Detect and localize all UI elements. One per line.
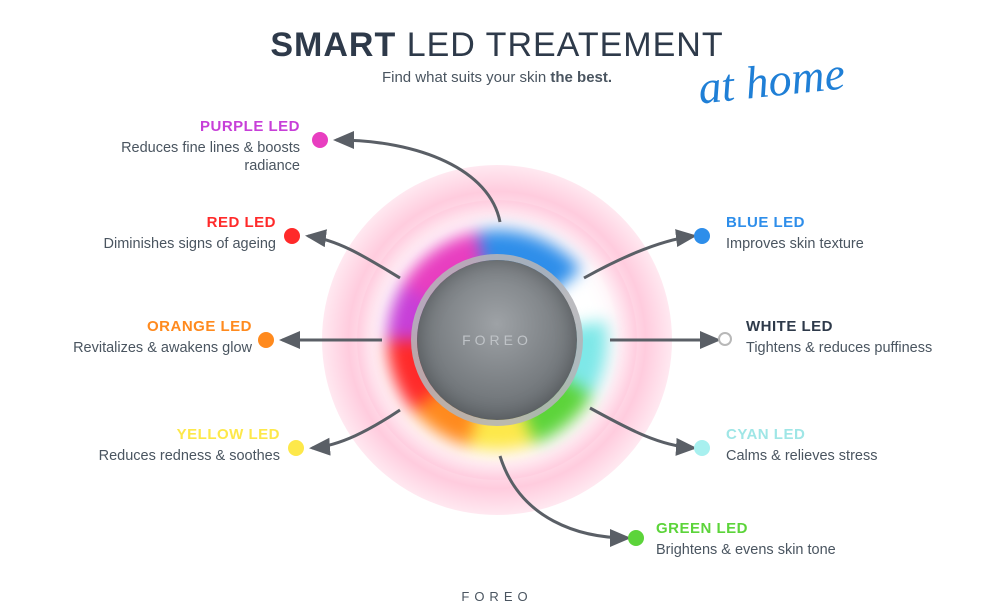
- label-desc-blue: Improves skin texture: [726, 235, 926, 253]
- label-desc-yellow: Reduces redness & soothes: [80, 447, 280, 465]
- device-inner-disc: FOREO: [417, 260, 577, 420]
- label-desc-green: Brightens & evens skin tone: [656, 541, 856, 559]
- label-desc-orange: Revitalizes & awakens glow: [52, 339, 252, 357]
- label-purple: PURPLE LED Reduces fine lines & boosts ra…: [100, 118, 300, 175]
- label-green: GREEN LED Brightens & evens skin tone: [656, 520, 856, 559]
- subtitle-bold: the best.: [550, 69, 612, 86]
- dot-white: [718, 332, 732, 346]
- label-orange: ORANGE LED Revitalizes & awakens glow: [52, 318, 252, 357]
- label-title-green: GREEN LED: [656, 520, 856, 539]
- title-rest: LED TREATEMENT: [396, 26, 723, 64]
- dot-yellow: [288, 440, 304, 456]
- label-title-orange: ORANGE LED: [52, 318, 252, 337]
- label-title-blue: BLUE LED: [726, 214, 926, 233]
- dot-orange: [258, 332, 274, 348]
- label-yellow: YELLOW LED Reduces redness & soothes: [80, 426, 280, 465]
- label-title-red: RED LED: [76, 214, 276, 233]
- label-cyan: CYAN LED Calms & relieves stress: [726, 426, 926, 465]
- label-title-yellow: YELLOW LED: [80, 426, 280, 445]
- footer-brand: FOREO: [0, 589, 994, 604]
- label-desc-red: Diminishes signs of ageing: [76, 235, 276, 253]
- subtitle-prefix: Find what suits your skin: [382, 69, 550, 86]
- label-desc-purple: Reduces fine lines & boosts radiance: [100, 139, 300, 175]
- dot-blue: [694, 228, 710, 244]
- dot-red: [284, 228, 300, 244]
- dot-purple: [312, 132, 328, 148]
- dot-cyan: [694, 440, 710, 456]
- label-title-purple: PURPLE LED: [100, 118, 300, 137]
- main-title: SMART LED TREATEMENT: [0, 26, 994, 65]
- label-title-cyan: CYAN LED: [726, 426, 926, 445]
- dot-green: [628, 530, 644, 546]
- device-brand-text: FOREO: [462, 332, 532, 348]
- label-desc-white: Tightens & reduces puffiness: [746, 339, 946, 357]
- label-white: WHITE LED Tightens & reduces puffiness: [746, 318, 946, 357]
- label-title-white: WHITE LED: [746, 318, 946, 337]
- label-desc-cyan: Calms & relieves stress: [726, 447, 926, 465]
- label-red: RED LED Diminishes signs of ageing: [76, 214, 276, 253]
- label-blue: BLUE LED Improves skin texture: [726, 214, 926, 253]
- title-bold: SMART: [270, 26, 396, 64]
